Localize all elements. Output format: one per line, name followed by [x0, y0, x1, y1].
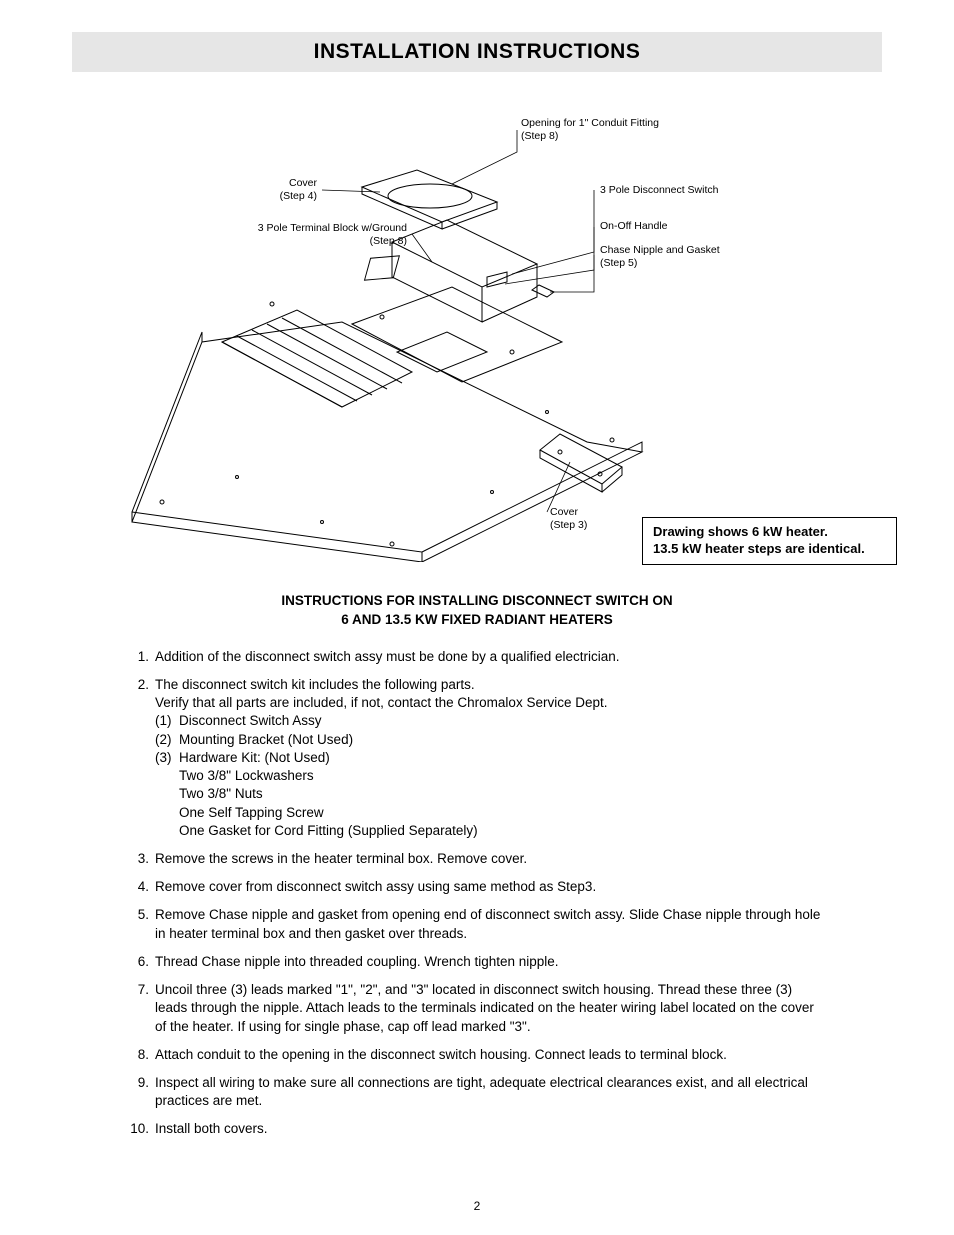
step-number: 2. — [127, 676, 155, 840]
diagram-note-box: Drawing shows 6 kW heater. 13.5 kW heate… — [642, 517, 897, 565]
title-bar: INSTALLATION INSTRUCTIONS — [72, 32, 882, 72]
callout-text: Cover — [280, 177, 317, 190]
instruction-steps: 1. Addition of the disconnect switch ass… — [127, 648, 827, 1139]
hardware-kit-item: Two 3/8" Nuts — [155, 785, 827, 803]
step-body: Thread Chase nipple into threaded coupli… — [155, 953, 827, 971]
hardware-kit-item: One Gasket for Cord Fitting (Supplied Se… — [155, 822, 827, 840]
part-text: Mounting Bracket (Not Used) — [179, 731, 353, 749]
callout-cover3: Cover (Step 3) — [550, 506, 587, 532]
step-body: Uncoil three (3) leads marked "1", "2", … — [155, 981, 827, 1036]
callout-disconnect: 3 Pole Disconnect Switch — [600, 184, 718, 197]
callout-text: (Step 5) — [600, 257, 720, 270]
hardware-kit-item: One Self Tapping Screw — [155, 804, 827, 822]
callout-conduit: Opening for 1" Conduit Fitting (Step 8) — [521, 117, 659, 143]
page-number: 2 — [0, 1199, 954, 1213]
callout-text: 3 Pole Disconnect Switch — [600, 184, 718, 197]
parts-list-item: (1) Disconnect Switch Assy — [155, 712, 827, 730]
callout-text: (Step 8) — [521, 130, 659, 143]
step-number: 4. — [127, 878, 155, 896]
step-row: 8. Attach conduit to the opening in the … — [127, 1046, 827, 1064]
step-number: 3. — [127, 850, 155, 868]
step-row: 3. Remove the screws in the heater termi… — [127, 850, 827, 868]
subheading-line: 6 AND 13.5 KW FIXED RADIANT HEATERS — [72, 611, 882, 630]
step-number: 1. — [127, 648, 155, 666]
step-number: 8. — [127, 1046, 155, 1064]
step-body: Attach conduit to the opening in the dis… — [155, 1046, 827, 1064]
step-body: Addition of the disconnect switch assy m… — [155, 648, 827, 666]
part-number: (3) — [155, 749, 179, 767]
step-body: Install both covers. — [155, 1120, 827, 1138]
exploded-diagram: Opening for 1" Conduit Fitting (Step 8) … — [92, 92, 862, 562]
callout-text: Cover — [550, 506, 587, 519]
step-text: The disconnect switch kit includes the f… — [155, 676, 827, 694]
step-row: 9. Inspect all wiring to make sure all c… — [127, 1074, 827, 1110]
step-number: 6. — [127, 953, 155, 971]
step-row: 4. Remove cover from disconnect switch a… — [127, 878, 827, 896]
step-number: 10. — [127, 1120, 155, 1138]
callout-text: (Step 8) — [258, 235, 407, 248]
callout-text: Chase Nipple and Gasket — [600, 244, 720, 257]
step-row: 5. Remove Chase nipple and gasket from o… — [127, 906, 827, 942]
step-number: 7. — [127, 981, 155, 1036]
callout-text: 3 Pole Terminal Block w/Ground — [258, 222, 407, 235]
page-title: INSTALLATION INSTRUCTIONS — [72, 40, 882, 64]
step-body: Remove the screws in the heater terminal… — [155, 850, 827, 868]
parts-list-item: (3) Hardware Kit: (Not Used) — [155, 749, 827, 767]
step-row: 1. Addition of the disconnect switch ass… — [127, 648, 827, 666]
step-body: Remove cover from disconnect switch assy… — [155, 878, 827, 896]
step-row: 2. The disconnect switch kit includes th… — [127, 676, 827, 840]
page-content: INSTALLATION INSTRUCTIONS — [72, 0, 882, 1139]
step-body: Inspect all wiring to make sure all conn… — [155, 1074, 827, 1110]
callout-text: (Step 4) — [280, 190, 317, 203]
callout-cover4: Cover (Step 4) — [280, 177, 317, 203]
step-number: 9. — [127, 1074, 155, 1110]
callout-text: (Step 3) — [550, 519, 587, 532]
callout-chase: Chase Nipple and Gasket (Step 5) — [600, 244, 720, 270]
part-text: Disconnect Switch Assy — [179, 712, 322, 730]
subheading-line: INSTRUCTIONS FOR INSTALLING DISCONNECT S… — [72, 592, 882, 611]
step-row: 7. Uncoil three (3) leads marked "1", "2… — [127, 981, 827, 1036]
step-row: 10. Install both covers. — [127, 1120, 827, 1138]
part-text: Hardware Kit: (Not Used) — [179, 749, 330, 767]
callout-text: On-Off Handle — [600, 220, 668, 233]
step-body: Remove Chase nipple and gasket from open… — [155, 906, 827, 942]
callout-text: Opening for 1" Conduit Fitting — [521, 117, 659, 130]
parts-list: (1) Disconnect Switch Assy (2) Mounting … — [155, 712, 827, 840]
callout-terminal: 3 Pole Terminal Block w/Ground (Step 8) — [258, 222, 407, 248]
part-number: (2) — [155, 731, 179, 749]
callout-handle: On-Off Handle — [600, 220, 668, 233]
hardware-kit-item: Two 3/8" Lockwashers — [155, 767, 827, 785]
note-line: 13.5 kW heater steps are identical. — [653, 541, 886, 558]
part-number: (1) — [155, 712, 179, 730]
step-number: 5. — [127, 906, 155, 942]
step-row: 6. Thread Chase nipple into threaded cou… — [127, 953, 827, 971]
parts-list-item: (2) Mounting Bracket (Not Used) — [155, 731, 827, 749]
instructions-subheading: INSTRUCTIONS FOR INSTALLING DISCONNECT S… — [72, 592, 882, 630]
step-text: Verify that all parts are included, if n… — [155, 694, 827, 712]
step-body: The disconnect switch kit includes the f… — [155, 676, 827, 840]
diagram-svg — [92, 92, 862, 562]
note-line: Drawing shows 6 kW heater. — [653, 524, 886, 541]
